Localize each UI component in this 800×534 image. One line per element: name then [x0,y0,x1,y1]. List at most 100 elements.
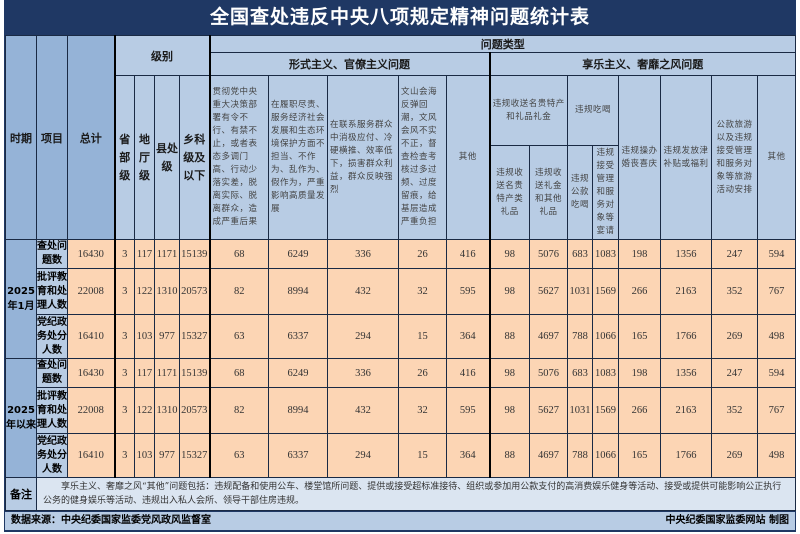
value-cell: 68 [208,358,269,388]
value-cell: 68 [208,239,269,269]
row-item-label: 党纪政务处分人数 [36,433,68,478]
value-cell: 594 [757,239,796,269]
value-cell: 1356 [660,239,712,269]
note-text: 享乐主义、奢靡之风“其他”问题包括：违规配备和使用公车、楼堂馆所问题、提供或接受… [36,477,796,511]
value-cell: 2163 [660,387,712,434]
value-cell: 6337 [268,433,328,478]
value-cell: 103 [134,314,155,359]
value-cell: 22008 [67,268,115,315]
header-hedonism: 享乐主义、奢靡之风问题 [488,52,796,76]
value-cell: 32 [398,387,447,434]
value-cell: 788 [567,314,593,359]
value-cell: 122 [134,268,155,315]
value-cell: 364 [446,314,490,359]
value-cell: 4697 [529,433,568,478]
value-cell: 767 [757,387,796,434]
value-cell: 6337 [268,314,328,359]
header-dining: 违规吃喝 [567,75,619,146]
value-cell: 8994 [268,387,328,434]
value-cell: 788 [567,433,593,478]
value-cell: 5076 [529,239,568,269]
value-cell: 266 [618,268,661,315]
value-cell: 247 [711,239,758,269]
value-cell: 595 [446,268,490,315]
value-cell: 1171 [154,239,180,269]
value-cell: 20573 [179,268,210,315]
value-cell: 1310 [154,387,180,434]
value-cell: 416 [446,239,490,269]
value-cell: 767 [757,268,796,315]
header-formalism-duty: 在履职尽责、服务经济社会发展和生态环境保护方面不担当、不作为、乱作为、假作为，严… [268,75,328,240]
value-cell: 2163 [660,268,712,315]
table-row: 党纪政务处分人数 16410 3 103 977 15327 63 6337 294 15 364 8… [6,314,796,359]
header-formalism-other: 其他 [446,75,490,240]
header-dining-public: 违规公款吃喝 [567,145,593,240]
header-level-township: 乡科级及以下 [179,75,210,240]
value-cell: 16410 [67,314,115,359]
value-cell: 683 [567,239,593,269]
header-hedonism-other: 其他 [757,75,796,240]
period-label: 2025年以来 [5,358,37,478]
value-cell: 32 [398,268,447,315]
row-item-label: 查处问题数 [36,239,68,269]
value-cell: 3 [113,268,135,315]
value-cell: 198 [618,239,661,269]
value-cell: 16410 [67,433,115,478]
value-cell: 977 [154,314,180,359]
value-cell: 20573 [179,387,210,434]
value-cell: 1569 [592,268,619,315]
value-cell: 117 [134,239,155,269]
value-cell: 336 [327,239,399,269]
value-cell: 1766 [660,314,712,359]
header-dining-banquet: 违规接受管理和服务对象等宴请 [592,145,619,240]
value-cell: 165 [618,433,661,478]
header-level-provincial: 省部级 [113,75,135,240]
value-cell: 294 [327,314,399,359]
value-cell: 432 [327,268,399,315]
row-item-label: 查处问题数 [36,358,68,388]
value-cell: 15 [398,314,447,359]
value-cell: 1083 [592,358,619,388]
value-cell: 336 [327,358,399,388]
value-cell: 1356 [660,358,712,388]
value-cell: 1766 [660,433,712,478]
row-item-label: 批评教育和处理人数 [36,268,68,315]
value-cell: 6249 [268,358,328,388]
value-cell: 98 [488,387,530,434]
table-row: 2025年1月 查处问题数 16430 3 117 1171 15139 68 6249 336 2… [5,239,796,359]
row-item-label: 党纪政务处分人数 [36,314,68,359]
value-cell: 269 [711,314,758,359]
value-cell: 352 [711,268,758,315]
value-cell: 15139 [179,239,210,269]
value-cell: 294 [327,433,399,478]
header-level-prefecture: 地厅级 [134,75,155,240]
header-weddings: 违规操办婚丧喜庆 [618,75,661,240]
value-cell: 5076 [529,358,568,388]
table-row: 2025年以来 查处问题数 16430 3 117 1171 15139 68 6249 336 2… [5,358,796,478]
header-formalism-meetings: 文山会海反弹回潮，文风会风不实不正，督查检查考核过多过频、过度留痕，给基层造成严… [398,75,447,240]
header-formalism-decisions: 贯彻党中央重大决策部署有令不行、有禁不止，或者表态多调门高、行动少落实差，脱离实… [208,75,269,240]
header-formalism-masses: 在联系服务群众中消极应付、冷硬横推、效率低下，损害群众利益，群众反映强烈 [327,75,399,240]
value-cell: 16430 [67,358,115,388]
value-cell: 3 [113,433,135,478]
data-source: 数据来源：中央纪委国家监委党风政风监督室 [11,515,211,526]
value-cell: 1083 [592,239,619,269]
value-cell: 1310 [154,268,180,315]
value-cell: 594 [757,358,796,388]
value-cell: 3 [113,387,135,434]
value-cell: 82 [208,387,269,434]
note-label: 备注 [5,477,37,511]
value-cell: 15327 [179,314,210,359]
value-cell: 5627 [529,387,568,434]
value-cell: 432 [327,387,399,434]
table-row: 党纪政务处分人数 16410 3 103 977 15327 63 6337 294 15 364 8… [6,433,796,478]
header-subsidies: 违规发放津补贴或福利 [660,75,712,240]
header-item: 项目 [36,35,68,240]
header-travel: 公款旅游以及违规接受管理和服务对象等旅游活动安排 [711,75,758,240]
header-gifts-cash: 违规收送礼金和其他礼品 [529,145,568,240]
value-cell: 63 [208,314,269,359]
table-row: 批评教育和处理人数 22008 3 122 1310 20573 82 8994 432 32 59… [6,268,796,315]
header-level: 级别 [113,35,210,76]
value-cell: 266 [618,387,661,434]
value-cell: 498 [757,433,796,478]
